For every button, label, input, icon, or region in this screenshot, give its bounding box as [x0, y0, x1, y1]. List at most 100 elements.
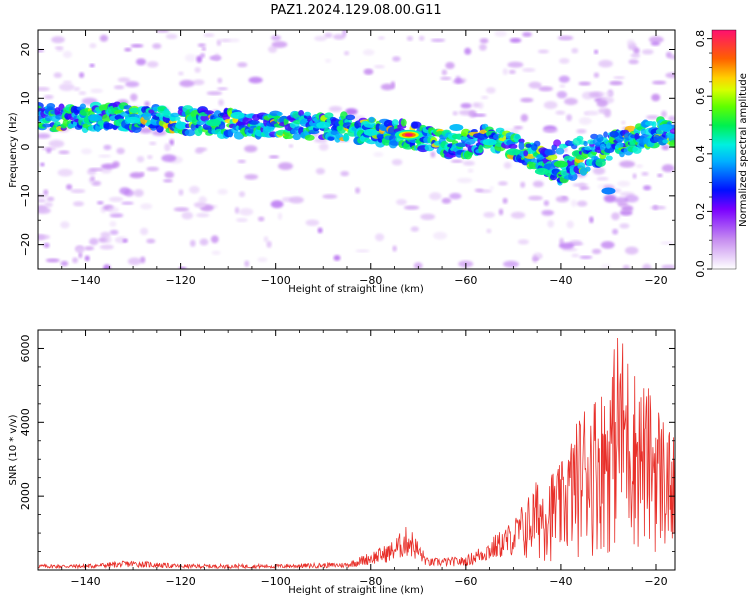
y-tick-label: 2000	[19, 482, 32, 510]
spectrogram-cell	[98, 154, 112, 158]
spectrogram-cell	[571, 199, 577, 207]
spectrogram-cell	[211, 250, 221, 255]
spectrogram-cell	[460, 103, 472, 109]
spectrogram-cell	[622, 264, 630, 269]
spectrogram-cell	[483, 211, 495, 218]
spectrogram-cell	[194, 67, 201, 73]
spectrogram-cell	[268, 45, 278, 53]
spectrogram-cell	[75, 246, 85, 254]
spectrogram-cell	[558, 75, 570, 83]
spectrogram-cell	[198, 196, 207, 204]
spectrogram-cell	[502, 68, 508, 75]
spectrogram-cell	[617, 202, 629, 207]
spectrogram-cell	[123, 189, 135, 197]
spectrogram-cell	[163, 179, 173, 183]
spectrogram-cell	[528, 81, 542, 89]
spectrogram-cell	[609, 130, 619, 138]
spectrogram-cell	[507, 61, 524, 68]
spectrogram-cell	[518, 141, 525, 151]
spectrogram-cell	[481, 95, 489, 100]
spectrogram-cell	[555, 147, 565, 155]
x-tick-label: −80	[359, 274, 382, 287]
spectrogram-cell	[489, 186, 494, 190]
spectrogram-cell	[175, 121, 188, 129]
spectrogram-cell	[479, 43, 487, 51]
spectrogram-cell	[553, 139, 562, 147]
spectrogram-cell	[248, 119, 260, 125]
spectrogram-cell	[38, 198, 46, 203]
spectrogram-cell	[314, 35, 327, 42]
spectrogram-cell	[127, 257, 142, 266]
spectrogram-cell	[248, 76, 263, 84]
spectrogram-cell	[258, 216, 265, 222]
spectrogram-cell	[57, 168, 73, 177]
spectrogram-cell	[169, 116, 181, 121]
spectrogram-cell	[612, 228, 619, 235]
spectrogram-cell	[648, 36, 664, 43]
spectrogram-cell	[418, 35, 425, 41]
spectrogram-cell	[585, 166, 591, 172]
spectrogram-cell	[78, 91, 87, 95]
spectrogram-cell	[121, 201, 134, 205]
spectrogram-cell	[579, 255, 593, 259]
spectrogram-cell	[661, 264, 675, 269]
spectrogram-cell	[555, 110, 566, 115]
spectrogram-cell	[603, 194, 617, 203]
spectrogram-cell	[599, 143, 606, 151]
spectrogram-cell	[543, 101, 558, 110]
spectrogram-cell	[217, 87, 228, 91]
spectrogram-cell	[146, 61, 159, 68]
spectrogram-cell	[46, 196, 55, 202]
colorbar-ticks: 0.0 0.2 0.4 0.6 0.8	[694, 30, 712, 278]
spectrogram-cell	[124, 47, 132, 52]
spectrogram-cell	[543, 200, 550, 206]
spectrogram-cell	[468, 110, 477, 118]
colorbar-tick-label: 0.4	[694, 145, 707, 163]
spectrogram-cell	[217, 77, 223, 84]
spectrogram-cell	[450, 159, 463, 163]
spectrogram-cell	[79, 103, 86, 110]
spectrogram-cell	[452, 111, 458, 116]
spectrogram-cell	[44, 202, 53, 208]
spectrogram-cell	[213, 53, 220, 62]
spectrogram-cell	[113, 85, 125, 90]
spectrogram-cell	[403, 205, 420, 210]
spectrogram-cell	[38, 234, 46, 241]
spectrogram-cell	[576, 129, 587, 134]
spectrogram-cell	[373, 152, 384, 157]
y-tick-label: −10	[19, 184, 32, 207]
spectrogram-cell	[140, 227, 149, 236]
spectrogram-cell	[218, 99, 224, 106]
spectrogram-cell	[532, 180, 544, 188]
x-tick-label: −20	[644, 575, 667, 588]
colorbar-tick-label: 0.0	[694, 260, 707, 278]
spectrogram-cell	[227, 38, 240, 43]
x-tick-label: −120	[166, 575, 196, 588]
spectrogram-cell	[525, 143, 532, 148]
spectrogram-cell	[204, 110, 215, 115]
spectrogram-cell	[165, 33, 178, 40]
spectrogram-cell	[441, 69, 448, 76]
spectrogram-cell	[234, 207, 240, 214]
spectrogram-cell	[103, 264, 111, 269]
spectrogram-cell	[317, 227, 323, 234]
spectrogram-cell	[38, 207, 51, 214]
spectrogram-cell	[101, 163, 117, 170]
spectrogram-cell	[430, 38, 446, 42]
x-tick-label: −60	[454, 575, 477, 588]
spectrogram-cell	[149, 141, 157, 146]
spectrogram-cell	[595, 158, 606, 167]
colorbar: 0.0 0.2 0.4 0.6 0.8 Normalized spectral ampl…	[694, 29, 749, 278]
spectrogram-cell	[576, 200, 588, 207]
spectrogram-cell	[581, 91, 594, 100]
spectrogram-x-axis-label: Height of straight line (km)	[288, 284, 424, 295]
spectrogram-cell	[66, 184, 73, 190]
spectrogram-cell	[342, 30, 347, 37]
spectrogram-cell	[43, 189, 49, 196]
spectrogram-cell	[601, 263, 611, 269]
spectrogram-cell	[125, 81, 140, 88]
spectrogram-cell	[430, 151, 436, 158]
spectrogram-cell	[152, 43, 162, 49]
spectrogram-cell	[406, 36, 413, 41]
spectrogram-cell	[129, 107, 140, 114]
